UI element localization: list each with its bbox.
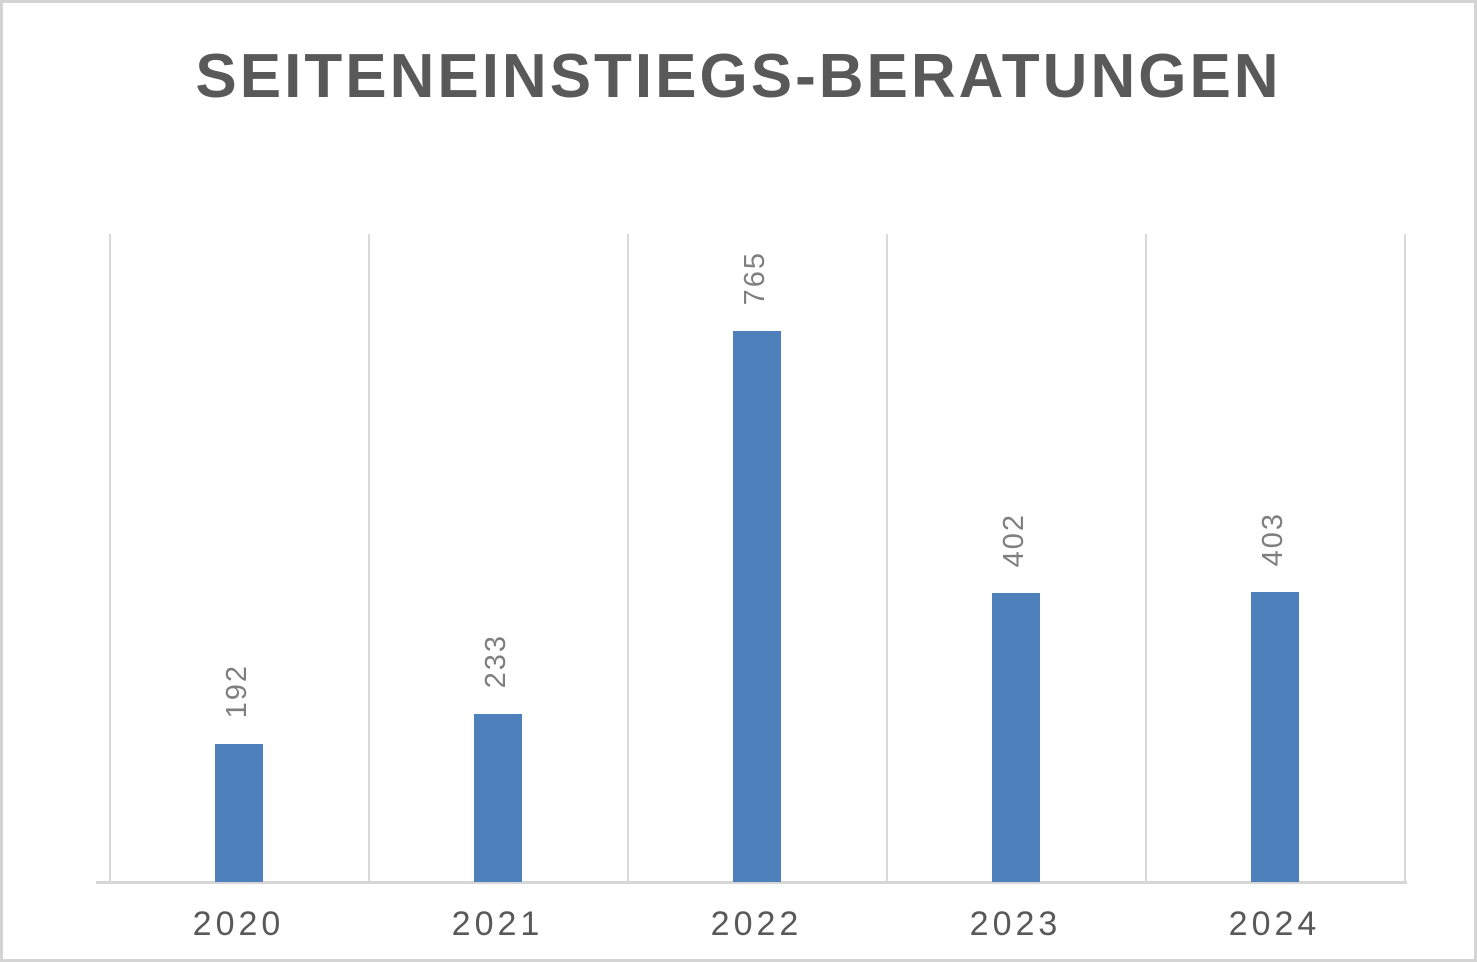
x-axis-line [96, 881, 1407, 884]
bar-2020 [215, 744, 263, 882]
category-gridline [1145, 234, 1147, 882]
category-gridline [1404, 234, 1406, 882]
category-gridline [886, 234, 888, 882]
bar-value-label-2022: 765 [739, 250, 771, 305]
category-gridline [109, 234, 111, 882]
chart-title: SEITENEINSTIEGS-BERATUNGEN [195, 42, 1282, 111]
x-axis-label-2020: 2020 [192, 905, 285, 943]
plot-area: 192 233 765 402 403 [96, 234, 1407, 884]
bar-value-label-2021: 233 [480, 633, 512, 688]
category-gridline [368, 234, 370, 882]
x-axis-label-2021: 2021 [451, 905, 544, 943]
bar-2022 [733, 331, 781, 882]
bar-2023 [992, 593, 1040, 882]
x-axis-label-2024: 2024 [1228, 905, 1321, 943]
bar-value-label-2024: 403 [1257, 511, 1289, 566]
bar-2021 [474, 714, 522, 882]
x-axis-label-2023: 2023 [969, 905, 1062, 943]
x-axis-label-2022: 2022 [710, 905, 803, 943]
bar-value-label-2023: 402 [998, 512, 1030, 567]
bar-value-label-2020: 192 [221, 663, 253, 718]
bar-2024 [1251, 592, 1299, 882]
category-gridline [627, 234, 629, 882]
